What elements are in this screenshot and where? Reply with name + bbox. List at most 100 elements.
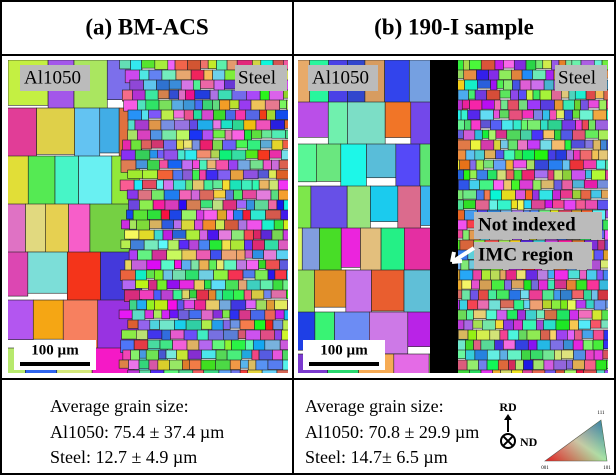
steel-grain <box>194 219 204 231</box>
steel-grain <box>243 289 252 302</box>
steel-grain <box>271 159 280 172</box>
steel-grain <box>243 119 257 131</box>
map-label: Al1050 <box>312 67 369 88</box>
steel-grain <box>575 369 584 373</box>
steel-grain <box>512 119 522 131</box>
caption-line: Steel: 12.7 ± 4.9 µm <box>50 447 197 467</box>
steel-grain <box>149 319 160 330</box>
steel-grain <box>492 369 501 373</box>
steel-grain <box>504 279 512 291</box>
steel-grain <box>536 309 545 319</box>
steel-grain <box>600 319 608 329</box>
steel-grain <box>475 199 490 212</box>
steel-grain <box>567 269 581 279</box>
steel-grain <box>203 179 214 192</box>
steel-grain <box>601 189 608 199</box>
steel-grain <box>495 129 508 139</box>
steel-grain <box>148 109 162 119</box>
steel-grain <box>515 189 526 200</box>
steel-grain <box>147 209 162 220</box>
steel-grain <box>275 169 288 180</box>
steel-grain <box>469 60 482 70</box>
steel-grain <box>555 319 570 331</box>
steel-grain <box>185 179 193 191</box>
steel-grain <box>242 169 259 180</box>
steel-grain <box>572 339 584 351</box>
steel-grain <box>544 369 556 373</box>
steel-grain <box>220 119 233 129</box>
steel-grain <box>251 289 265 300</box>
steel-grain <box>272 319 284 330</box>
steel-grain <box>287 299 288 311</box>
steel-grain <box>563 199 577 211</box>
steel-grain <box>487 169 498 180</box>
steel-grain <box>192 169 200 181</box>
al-grain <box>340 227 361 268</box>
steel-grain <box>229 179 243 191</box>
steel-grain <box>168 89 180 100</box>
steel-grain <box>198 339 213 352</box>
steel-grain <box>135 329 149 340</box>
steel-grain <box>595 119 608 132</box>
steel-grain <box>480 369 493 373</box>
steel-grain <box>266 109 276 122</box>
steel-grain <box>486 349 501 362</box>
steel-grain <box>584 199 598 210</box>
steel-grain <box>208 289 217 301</box>
steel-grain <box>246 259 259 271</box>
steel-grain <box>463 69 477 81</box>
steel-grain <box>138 359 150 369</box>
steel-grain <box>213 109 226 121</box>
steel-grain <box>193 279 205 291</box>
steel-grain <box>263 289 272 299</box>
steel-grain <box>249 159 264 170</box>
steel-grain <box>263 249 277 262</box>
caption-line: Steel: 14.7± 6.5 µm <box>305 447 448 467</box>
steel-grain <box>271 139 284 151</box>
steel-grain <box>496 289 510 300</box>
steel-grain <box>181 289 190 300</box>
al-grain <box>366 143 397 179</box>
steel-grain <box>231 129 245 142</box>
steel-grain <box>477 79 491 89</box>
steel-grain <box>119 179 135 192</box>
steel-grain <box>213 269 229 281</box>
steel-grain <box>530 279 539 291</box>
steel-grain <box>591 309 603 321</box>
steel-grain <box>525 60 537 72</box>
al-grain <box>371 269 405 312</box>
steel-grain <box>542 109 551 121</box>
steel-grain <box>573 149 581 162</box>
steel-grain <box>230 369 241 373</box>
steel-grain <box>219 99 231 111</box>
steel-grain <box>139 199 154 211</box>
label-box <box>20 65 90 91</box>
steel-grain <box>211 339 226 350</box>
steel-grain <box>459 159 471 170</box>
steel-grain <box>138 229 155 240</box>
steel-grain <box>281 149 288 161</box>
steel-grain <box>496 169 507 181</box>
steel-grain <box>280 209 288 220</box>
steel-grain <box>560 299 568 310</box>
steel-grain <box>127 169 143 179</box>
steel-grain <box>189 289 197 299</box>
steel-grain <box>130 239 145 251</box>
steel-grain <box>540 179 555 189</box>
steel-grain <box>591 149 600 160</box>
steel-grain <box>212 129 226 139</box>
steel-grain <box>224 129 233 142</box>
steel-grain <box>183 299 195 310</box>
steel-grain <box>605 159 608 171</box>
steel-grain <box>562 159 571 172</box>
steel-grain <box>282 229 288 243</box>
steel-grain <box>519 179 534 190</box>
label-box <box>308 65 378 91</box>
steel-grain <box>563 339 574 350</box>
steel-grain <box>267 199 278 210</box>
steel-grain <box>543 359 555 371</box>
steel-grain <box>139 349 147 359</box>
steel-grain <box>174 319 187 330</box>
steel-grain <box>216 259 225 270</box>
